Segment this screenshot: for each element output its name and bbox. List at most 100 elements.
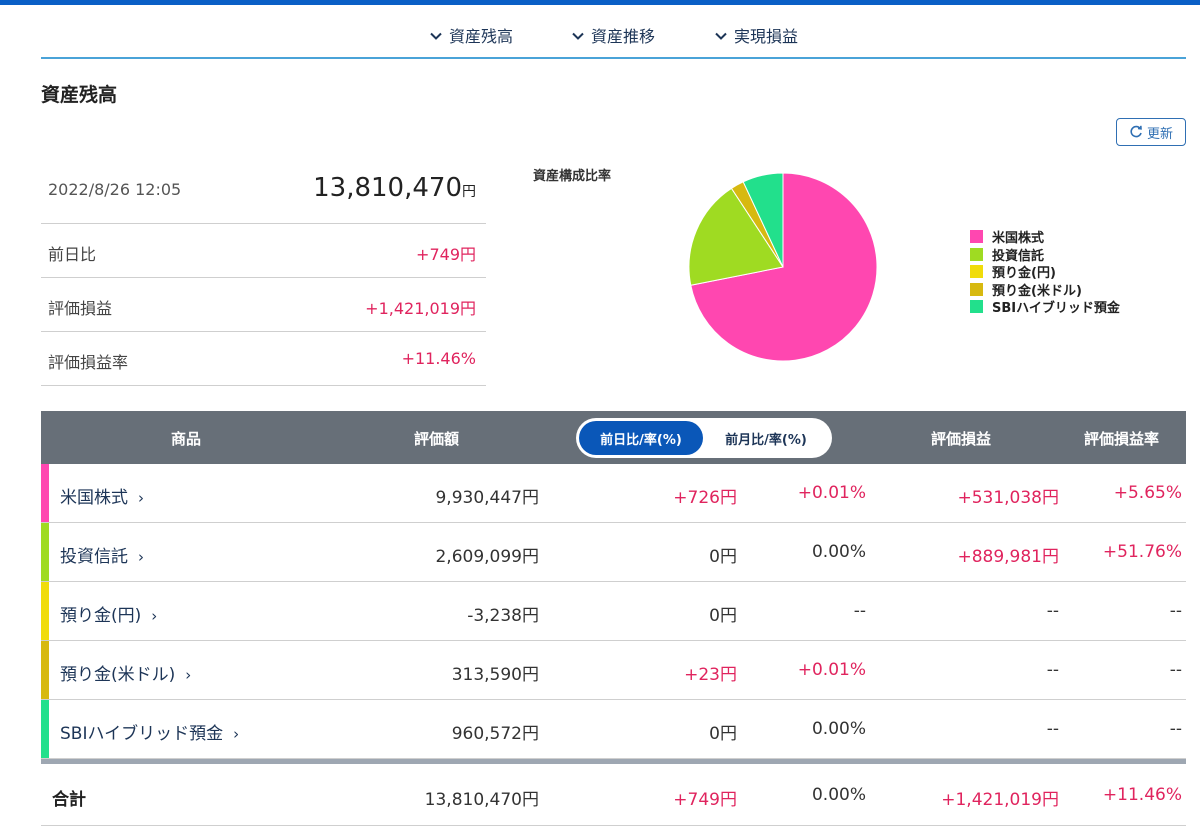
cell-pl-rate: -- xyxy=(1169,719,1182,739)
anchor-nav: 資産残高 資産推移 実現損益 xyxy=(41,5,1186,59)
cell-diff: +726円 xyxy=(673,488,737,508)
legend-item: 米国株式 xyxy=(970,228,1120,246)
chevron-down-icon xyxy=(572,32,584,40)
summary-label: 評価損益 xyxy=(48,299,113,318)
header-product: 商品 xyxy=(171,430,202,448)
cell-pl-rate: +5.65% xyxy=(1113,483,1182,503)
cell-diff-rate: 0.00% xyxy=(811,542,866,562)
table-row: 米国株式 › 9,930,447円 +726円 +0.01% +531,038円 … xyxy=(41,464,1186,523)
summary-label: 評価損益率 xyxy=(48,353,129,372)
cell-diff: 0円 xyxy=(709,606,737,626)
pie-legend: 米国株式 投資信託預り金(円) 預り金(米ドル) SBIハイブリッド預金 xyxy=(970,228,1120,316)
cell-diff-rate: -- xyxy=(853,601,866,621)
cell-pl: +531,038円 xyxy=(957,488,1059,508)
pie-slice xyxy=(690,172,878,362)
row-color-bar xyxy=(41,700,49,758)
refresh-button[interactable]: 更新 xyxy=(1116,118,1186,146)
total-valuation: 13,810,470円 xyxy=(424,790,539,810)
table-header: 商品 評価額 前日比/率(%) 前月比/率(%) 評価損益 評価損益率 xyxy=(41,411,1186,464)
chevron-right-icon: › xyxy=(185,666,192,684)
cell-diff: +23円 xyxy=(684,665,737,685)
cell-pl-rate: +51.76% xyxy=(1102,542,1182,562)
table-row: 預り金(円) › -3,238円 0円 -- -- -- xyxy=(41,582,1186,641)
cell-valuation: -3,238円 xyxy=(467,606,539,626)
cell-pl: -- xyxy=(1046,719,1059,739)
summary-total-amount: 13,810,470円 xyxy=(313,173,476,203)
row-product-link[interactable]: SBIハイブリッド預金 › xyxy=(60,724,240,744)
legend-label: SBIハイブリッド預金 xyxy=(992,301,1120,317)
summary-value: +11.46% xyxy=(401,349,476,368)
chevron-right-icon: › xyxy=(138,548,144,566)
legend-swatch xyxy=(970,265,983,279)
row-product-link[interactable]: 米国株式 › xyxy=(60,488,144,508)
header-valuation: 評価額 xyxy=(414,430,460,448)
header-pl: 評価損益 xyxy=(931,430,992,448)
cell-valuation: 960,572円 xyxy=(451,724,539,744)
row-product-link[interactable]: 預り金(円) › xyxy=(60,606,158,626)
header-pl-rate: 評価損益率 xyxy=(1084,430,1160,448)
total-separator xyxy=(41,759,1186,764)
row-color-bar xyxy=(41,582,49,640)
total-diff-rate: 0.00% xyxy=(811,785,866,805)
nav-link-realized[interactable]: 実現損益 xyxy=(714,23,798,47)
table-row: 預り金(米ドル) › 313,590円 +23円 +0.01% -- -- xyxy=(41,641,1186,700)
summary-label: 前日比 xyxy=(48,245,97,264)
chevron-right-icon: › xyxy=(138,489,144,507)
cell-pl-rate: -- xyxy=(1169,601,1182,621)
row-product-link[interactable]: 投資信託 › xyxy=(60,547,144,567)
legend-label: 預り金(円) xyxy=(992,266,1056,282)
pie-chart-title: 資産構成比率 xyxy=(533,169,612,184)
row-color-bar xyxy=(41,464,49,522)
pie-slice xyxy=(742,172,784,268)
legend-label: 米国株式 xyxy=(992,231,1045,247)
summary-row: 評価損益 +1,421,019円 xyxy=(41,278,486,332)
cell-valuation: 2,609,099円 xyxy=(435,547,539,567)
total-pl: +1,421,019円 xyxy=(941,790,1059,810)
cell-valuation: 9,930,447円 xyxy=(435,488,539,508)
cell-valuation: 313,590円 xyxy=(451,665,539,685)
nav-link-trend[interactable]: 資産推移 xyxy=(571,23,655,47)
cell-diff: 0円 xyxy=(709,724,737,744)
asset-table: 商品 評価額 前日比/率(%) 前月比/率(%) 評価損益 評価損益率 米国株式… xyxy=(41,411,1186,826)
table-row: 投資信託 › 2,609,099円 0円 0.00% +889,981円 +51.… xyxy=(41,523,1186,582)
pie-slice xyxy=(688,187,784,286)
refresh-icon xyxy=(1130,125,1142,138)
total-pl-rate: +11.46% xyxy=(1102,785,1182,805)
legend-swatch xyxy=(970,300,983,314)
table-row: SBIハイブリッド預金 › 960,572円 0円 0.00% -- -- xyxy=(41,700,1186,759)
chevron-down-icon xyxy=(715,32,727,40)
toggle-daily[interactable]: 前日比/率(%) xyxy=(579,421,703,455)
summary-total-row: 2022/8/26 12:05 13,810,470円 xyxy=(41,160,486,224)
row-product-link[interactable]: 預り金(米ドル) › xyxy=(60,665,192,685)
legend-item: SBIハイブリッド預金 xyxy=(970,298,1120,316)
legend-swatch xyxy=(970,247,983,261)
top-accent-stripe xyxy=(0,0,1200,5)
chevron-right-icon: › xyxy=(233,725,240,743)
legend-label: 投資信託 xyxy=(992,248,1045,264)
summary-panel: 2022/8/26 12:05 13,810,470円 前日比 +749円 評価… xyxy=(41,160,486,386)
summary-datetime: 2022/8/26 12:05 xyxy=(48,180,182,199)
chevron-down-icon xyxy=(430,32,442,40)
summary-row: 前日比 +749円 xyxy=(41,224,486,278)
cell-diff-rate: 0.00% xyxy=(811,719,866,739)
total-label: 合計 xyxy=(52,790,86,810)
row-color-bar xyxy=(41,641,49,699)
chevron-right-icon: › xyxy=(151,607,158,625)
toggle-monthly[interactable]: 前月比/率(%) xyxy=(725,432,807,448)
summary-row: 評価損益率 +11.46% xyxy=(41,332,486,386)
cell-diff-rate: +0.01% xyxy=(797,483,866,503)
table-total-row: 合計 13,810,470円 +749円 0.00% +1,421,019円 +… xyxy=(41,764,1186,826)
cell-pl-rate: -- xyxy=(1169,660,1182,680)
page-title: 資産残高 xyxy=(41,84,118,106)
period-toggle: 前日比/率(%) 前月比/率(%) xyxy=(576,418,832,458)
cell-pl: +889,981円 xyxy=(957,547,1059,567)
nav-link-balance[interactable]: 資産残高 xyxy=(429,23,513,47)
summary-value: +1,421,019円 xyxy=(365,299,476,318)
legend-item: 投資信託 xyxy=(970,246,1120,264)
cell-pl: -- xyxy=(1046,601,1059,621)
legend-item: 預り金(米ドル) xyxy=(970,281,1120,299)
refresh-label: 更新 xyxy=(1146,126,1173,142)
asset-allocation-pie-chart xyxy=(688,172,878,362)
summary-value: +749円 xyxy=(416,245,476,264)
legend-item: 預り金(円) xyxy=(970,263,1120,281)
